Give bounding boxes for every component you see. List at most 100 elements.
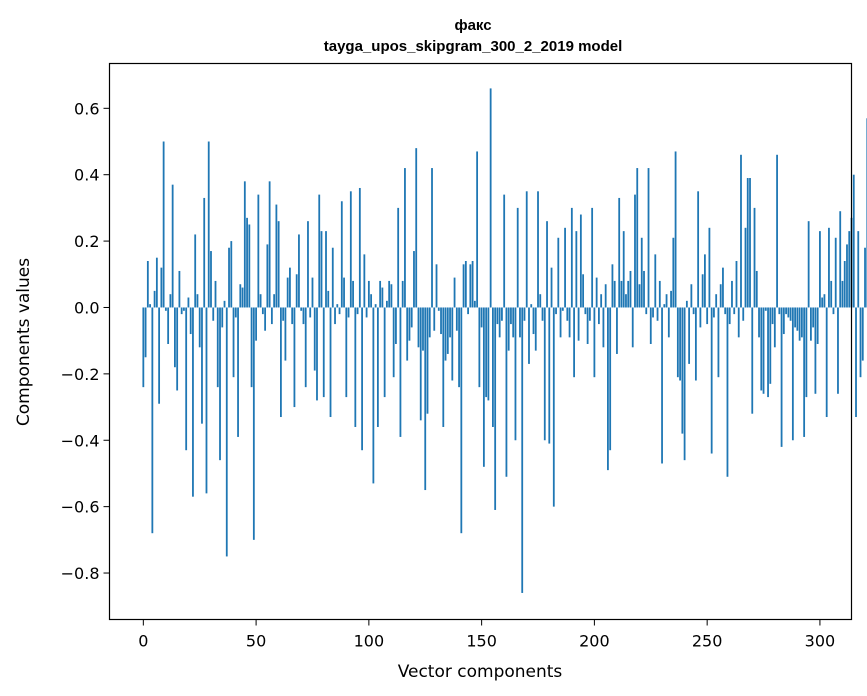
bar-143 bbox=[464, 261, 467, 308]
bar-139 bbox=[455, 307, 458, 331]
bar-132 bbox=[440, 307, 442, 335]
bar-9 bbox=[162, 141, 165, 308]
bar-184 bbox=[557, 237, 560, 308]
bar-20 bbox=[187, 297, 190, 308]
bar-277 bbox=[767, 307, 769, 398]
bar-217 bbox=[631, 307, 634, 348]
bar-88 bbox=[340, 201, 343, 308]
bar-86 bbox=[336, 304, 339, 308]
bar-189 bbox=[568, 307, 571, 338]
bar-183 bbox=[555, 307, 557, 315]
bar-10 bbox=[164, 307, 167, 311]
bar-19 bbox=[185, 307, 188, 451]
bar-109 bbox=[388, 280, 391, 308]
bar-27 bbox=[203, 197, 206, 308]
bar-203 bbox=[600, 294, 603, 308]
bar-133 bbox=[442, 307, 445, 427]
bar-166 bbox=[516, 207, 519, 308]
bar-250 bbox=[706, 307, 709, 325]
bar-286 bbox=[787, 307, 790, 318]
bar-191 bbox=[573, 307, 575, 378]
bar-144 bbox=[467, 307, 469, 315]
bar-306 bbox=[832, 307, 835, 315]
bar-293 bbox=[803, 307, 806, 437]
bar-24 bbox=[196, 294, 199, 308]
bar-32 bbox=[214, 280, 217, 308]
bar-213 bbox=[622, 231, 625, 308]
bar-199 bbox=[591, 207, 594, 308]
bar-282 bbox=[778, 307, 781, 315]
x-tick-label: 250 bbox=[692, 632, 723, 651]
bar-157 bbox=[496, 307, 499, 325]
bar-194 bbox=[579, 214, 582, 308]
bar-280 bbox=[773, 307, 776, 348]
bar-124 bbox=[422, 307, 424, 351]
bar-81 bbox=[325, 231, 327, 308]
bar-252 bbox=[710, 307, 713, 454]
bar-292 bbox=[800, 307, 803, 338]
bar-114 bbox=[399, 307, 402, 437]
bar-270 bbox=[751, 307, 754, 414]
bar-231 bbox=[663, 304, 666, 308]
bar-95 bbox=[356, 307, 359, 315]
bar-273 bbox=[758, 307, 760, 338]
bar-169 bbox=[523, 307, 526, 321]
bar-37 bbox=[225, 307, 228, 557]
bar-255 bbox=[717, 307, 720, 378]
bar-123 bbox=[419, 307, 422, 421]
bar-304 bbox=[828, 227, 830, 308]
bar-140 bbox=[458, 307, 460, 388]
bar-301 bbox=[821, 297, 824, 308]
bar-129 bbox=[433, 307, 436, 331]
bar-182 bbox=[552, 307, 555, 507]
bar-17 bbox=[180, 307, 183, 315]
bar-176 bbox=[539, 294, 542, 308]
bar-311 bbox=[843, 261, 846, 308]
bar-186 bbox=[561, 307, 564, 311]
bar-220 bbox=[638, 284, 641, 308]
bar-161 bbox=[505, 307, 508, 477]
bar-287 bbox=[789, 307, 792, 321]
bar-77 bbox=[316, 307, 318, 401]
bar-243 bbox=[690, 284, 693, 308]
bar-320 bbox=[864, 247, 866, 308]
bar-115 bbox=[401, 280, 404, 308]
bar-178 bbox=[543, 307, 546, 441]
bar-210 bbox=[616, 307, 618, 354]
bar-211 bbox=[618, 197, 621, 308]
bar-174 bbox=[534, 307, 537, 351]
bar-264 bbox=[737, 307, 740, 338]
chart-title: факс bbox=[454, 17, 491, 34]
bar-237 bbox=[676, 307, 679, 378]
bar-218 bbox=[634, 194, 636, 308]
bar-214 bbox=[625, 294, 627, 308]
bar-49 bbox=[252, 307, 255, 540]
bar-38 bbox=[228, 247, 230, 308]
bar-164 bbox=[512, 307, 515, 338]
bar-147 bbox=[473, 300, 476, 308]
bar-256 bbox=[719, 284, 722, 308]
bar-68 bbox=[295, 274, 298, 308]
bar-223 bbox=[645, 307, 648, 315]
bar-260 bbox=[728, 307, 731, 325]
bar-78 bbox=[318, 194, 321, 308]
bar-79 bbox=[320, 231, 323, 308]
bar-230 bbox=[661, 307, 663, 464]
bar-244 bbox=[692, 307, 695, 315]
bar-5 bbox=[153, 290, 156, 308]
bar-15 bbox=[176, 307, 179, 391]
bar-165 bbox=[514, 307, 517, 441]
bar-39 bbox=[230, 241, 233, 308]
bar-202 bbox=[598, 307, 600, 325]
bar-229 bbox=[658, 280, 661, 308]
bar-3 bbox=[149, 304, 151, 308]
bar-54 bbox=[264, 307, 267, 331]
bar-136 bbox=[449, 307, 451, 338]
bar-197 bbox=[586, 307, 589, 344]
bar-248 bbox=[701, 274, 704, 308]
bar-171 bbox=[528, 307, 530, 364]
x-tick-label: 200 bbox=[579, 632, 610, 651]
bar-60 bbox=[277, 221, 280, 308]
x-tick-label: 100 bbox=[354, 632, 385, 651]
